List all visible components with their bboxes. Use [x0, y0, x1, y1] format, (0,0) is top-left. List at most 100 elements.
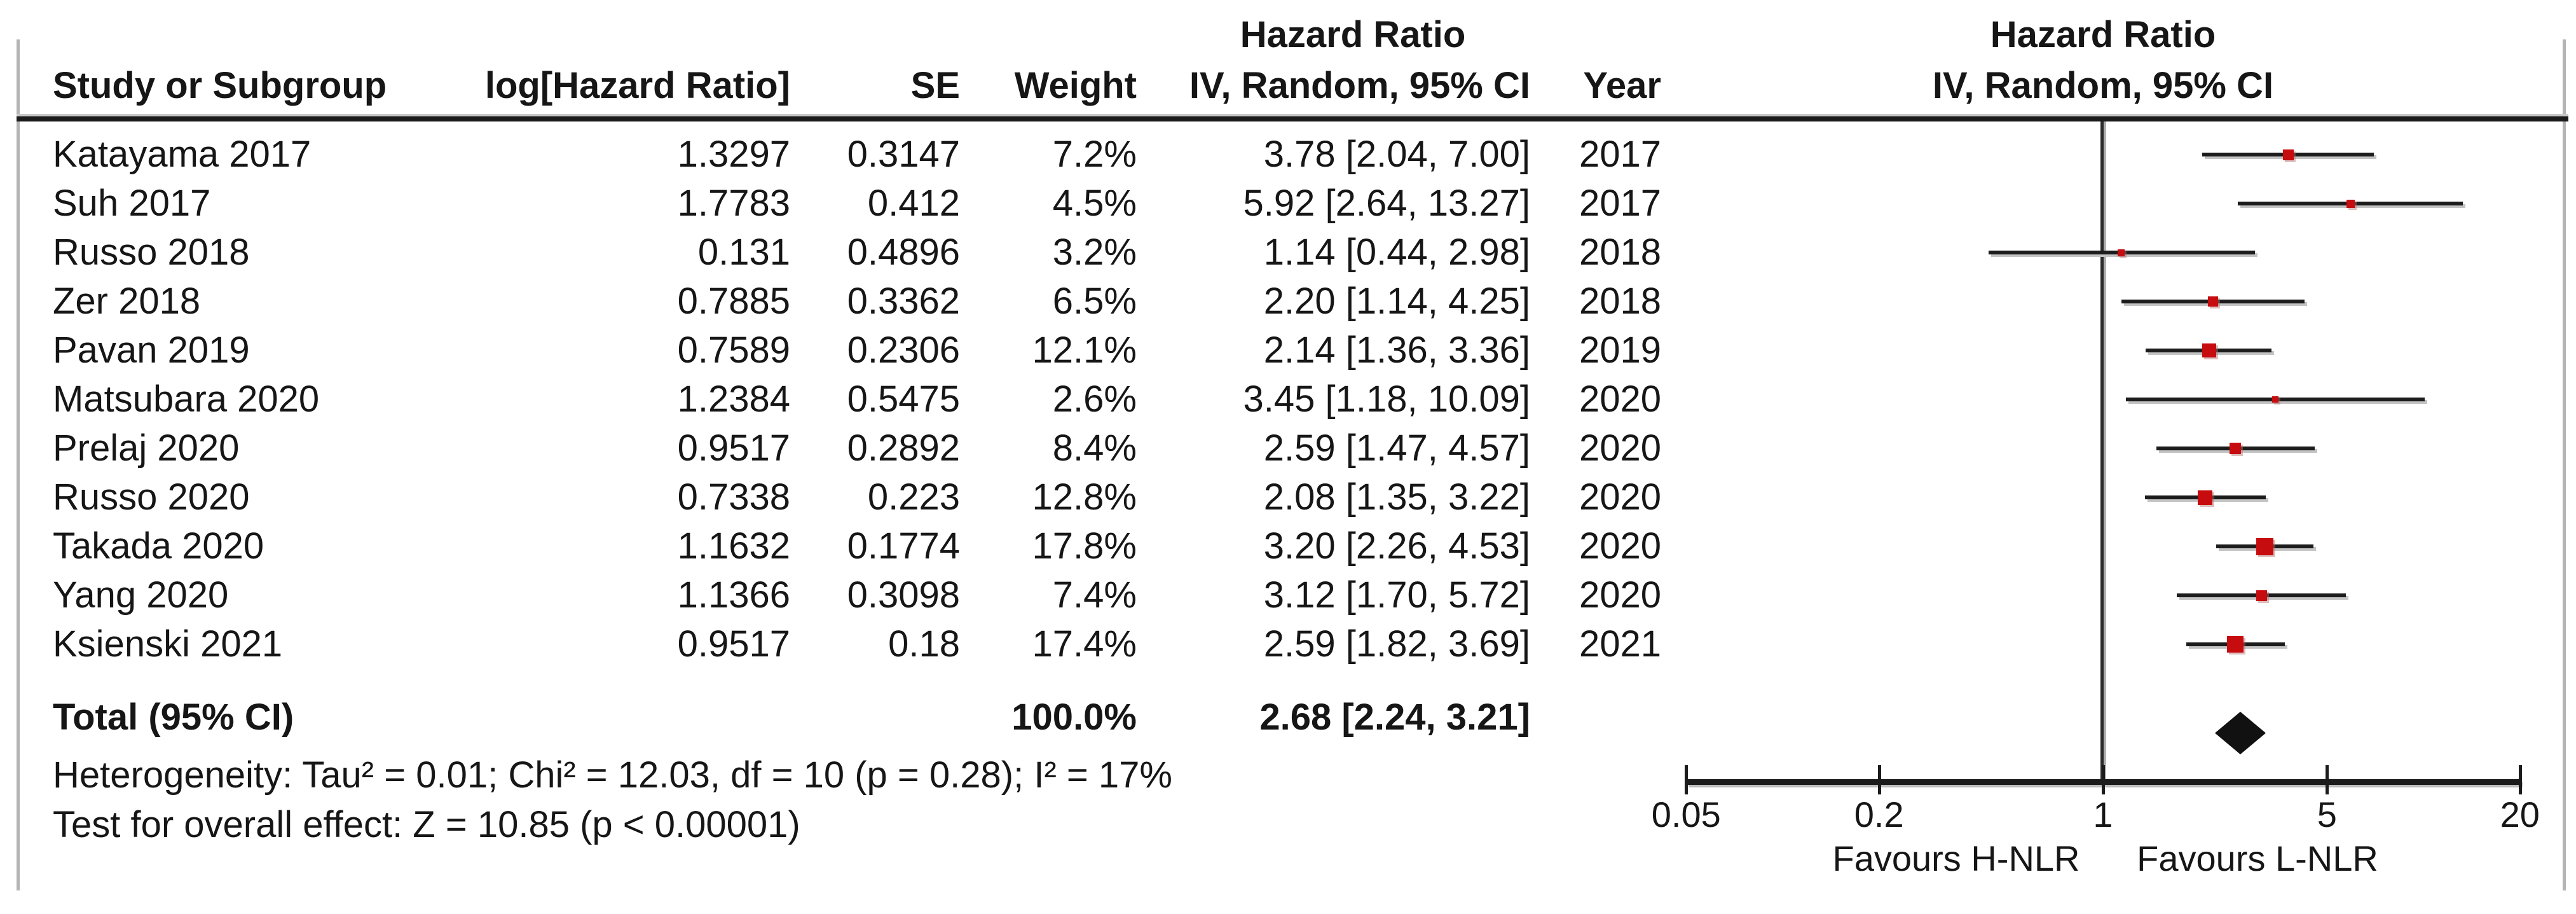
row-log-hr: 0.131 [697, 232, 790, 273]
row-log-hr: 0.7885 [677, 280, 790, 322]
row-year: 2020 [1579, 525, 1661, 567]
row-year: 2017 [1579, 134, 1661, 175]
row-study-name: Prelaj 2020 [53, 427, 240, 469]
row-se: 0.2306 [847, 329, 960, 371]
effect-square-marker [2256, 537, 2274, 555]
no-effect-line [2100, 121, 2104, 785]
axis-tick [2326, 765, 2329, 794]
row-se: 0.1774 [847, 525, 960, 567]
axis-tick [2518, 765, 2522, 794]
row-ci-text: 3.20 [2.26, 4.53] [1263, 525, 1530, 567]
row-weight: 7.2% [1052, 134, 1137, 175]
effect-square-marker [2346, 199, 2355, 208]
row-study-name: Katayama 2017 [53, 134, 312, 175]
effect-square-marker [2227, 636, 2244, 653]
row-se: 0.223 [867, 476, 960, 518]
row-ci-text: 2.08 [1.35, 3.22] [1263, 476, 1530, 518]
row-study-name: Ksienski 2021 [53, 623, 283, 665]
row-se: 0.412 [867, 183, 960, 224]
axis-tick-label: 0.05 [1651, 794, 1721, 834]
total-weight: 100.0% [1011, 696, 1137, 738]
row-se: 0.2892 [847, 427, 960, 469]
axis-tick-label: 0.2 [1854, 794, 1904, 834]
axis-tick-label: 5 [2317, 794, 2337, 834]
row-log-hr: 0.9517 [677, 427, 790, 469]
row-weight: 3.2% [1052, 232, 1137, 273]
figure-right-border [2563, 39, 2566, 890]
row-se: 0.5475 [847, 378, 960, 420]
effect-square-marker [2230, 443, 2242, 454]
row-year: 2018 [1579, 280, 1661, 322]
heterogeneity-stats: Heterogeneity: Tau² = 0.01; Chi² = 12.03… [53, 754, 1172, 796]
row-log-hr: 1.2384 [677, 378, 790, 420]
row-ci-text: 2.14 [1.36, 3.36] [1263, 329, 1530, 371]
effect-square-marker [2272, 396, 2279, 403]
axis-tick [2102, 765, 2105, 794]
total-ci: 2.68 [2.24, 3.21] [1259, 696, 1530, 738]
effect-square-marker [2197, 490, 2212, 505]
row-log-hr: 1.1366 [677, 574, 790, 616]
row-study-name: Zer 2018 [53, 280, 201, 322]
row-year: 2019 [1579, 329, 1661, 371]
axis-tick [1877, 765, 1881, 794]
total-label: Total (95% CI) [53, 696, 294, 738]
axis-tick [1685, 765, 1689, 794]
row-study-name: Pavan 2019 [53, 329, 250, 371]
favours-right-label: Favours L-NLR [2137, 838, 2378, 878]
row-se: 0.4896 [847, 232, 960, 273]
row-ci-text: 1.14 [0.44, 2.98] [1263, 232, 1530, 273]
axis-tick-label: 1 [2093, 794, 2113, 834]
row-weight: 12.8% [1032, 476, 1137, 518]
row-weight: 8.4% [1052, 427, 1137, 469]
col-header-study: Study or Subgroup [53, 65, 387, 106]
row-ci-text: 3.78 [2.04, 7.00] [1263, 134, 1530, 175]
row-study-name: Yang 2020 [53, 574, 229, 616]
row-weight: 2.6% [1052, 378, 1137, 420]
row-study-name: Matsubara 2020 [53, 378, 320, 420]
plot-header-iv-ci: IV, Random, 95% CI [1932, 65, 2274, 106]
row-log-hr: 1.3297 [677, 134, 790, 175]
row-ci-text: 2.59 [1.82, 3.69] [1263, 623, 1530, 665]
favours-left-label: Favours H-NLR [1832, 838, 2080, 878]
col-header-year: Year [1583, 65, 1661, 106]
row-year: 2021 [1579, 623, 1661, 665]
row-year: 2020 [1579, 574, 1661, 616]
col-header-se: SE [910, 65, 960, 106]
plot-header-hazard-ratio: Hazard Ratio [1990, 14, 2216, 55]
col-header-iv-ci: IV, Random, 95% CI [1189, 65, 1530, 106]
row-se: 0.3147 [847, 134, 960, 175]
col-header-weight: Weight [1014, 65, 1137, 106]
row-weight: 7.4% [1052, 574, 1137, 616]
row-study-name: Suh 2017 [53, 183, 211, 224]
row-weight: 4.5% [1052, 183, 1137, 224]
row-study-name: Russo 2018 [53, 232, 250, 273]
row-year: 2020 [1579, 378, 1661, 420]
row-weight: 6.5% [1052, 280, 1137, 322]
effect-square-marker [2282, 149, 2294, 160]
row-year: 2018 [1579, 232, 1661, 273]
row-weight: 12.1% [1032, 329, 1137, 371]
effect-square-marker [2256, 590, 2267, 601]
row-year: 2020 [1579, 427, 1661, 469]
row-year: 2020 [1579, 476, 1661, 518]
effect-square-marker [2118, 249, 2125, 256]
figure-left-border [17, 39, 20, 890]
row-se: 0.3362 [847, 280, 960, 322]
row-weight: 17.4% [1032, 623, 1137, 665]
row-log-hr: 0.7338 [677, 476, 790, 518]
row-ci-text: 5.92 [2.64, 13.27] [1243, 183, 1530, 224]
row-log-hr: 1.7783 [677, 183, 790, 224]
effect-square-marker [2207, 296, 2218, 307]
row-weight: 17.8% [1032, 525, 1137, 567]
col-header-log-hr: log[Hazard Ratio] [484, 65, 790, 106]
row-log-hr: 1.1632 [677, 525, 790, 567]
row-ci-text: 3.45 [1.18, 10.09] [1243, 378, 1530, 420]
row-se: 0.18 [888, 623, 960, 665]
row-study-name: Takada 2020 [53, 525, 264, 567]
row-se: 0.3098 [847, 574, 960, 616]
row-ci-text: 2.59 [1.47, 4.57] [1263, 427, 1530, 469]
row-ci-text: 3.12 [1.70, 5.72] [1263, 574, 1530, 616]
row-study-name: Russo 2020 [53, 476, 250, 518]
row-year: 2017 [1579, 183, 1661, 224]
